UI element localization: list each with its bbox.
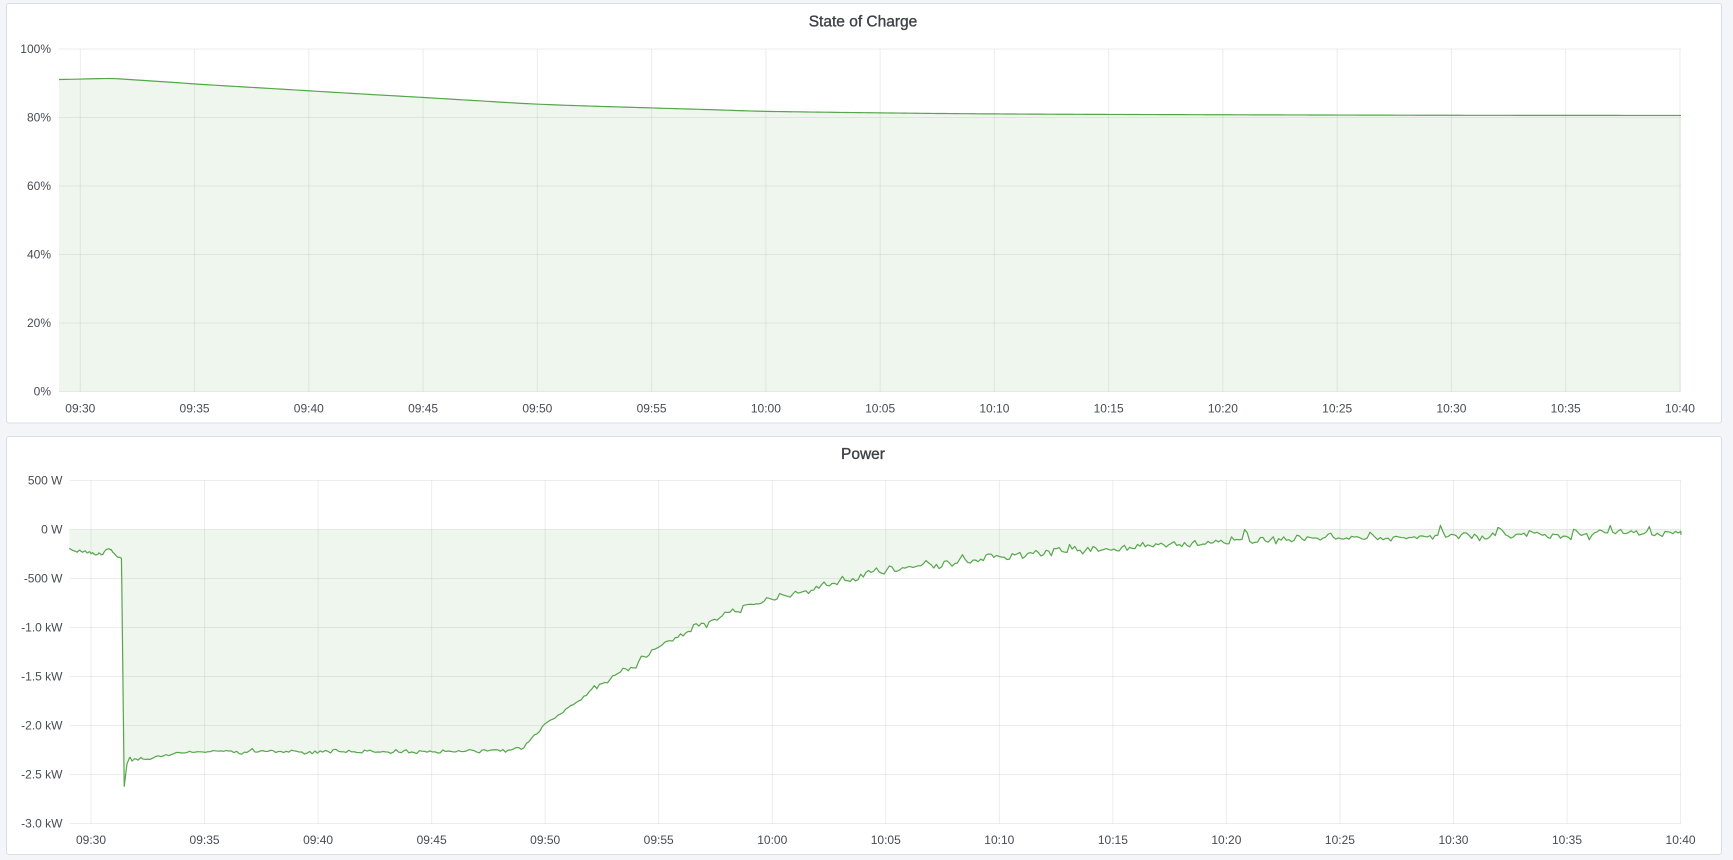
svg-text:-3.0 kW: -3.0 kW [21,817,63,831]
svg-text:10:40: 10:40 [1666,833,1696,847]
svg-text:20%: 20% [27,316,51,330]
svg-text:10:30: 10:30 [1438,833,1468,847]
svg-text:09:30: 09:30 [65,401,95,415]
svg-text:10:25: 10:25 [1322,401,1352,415]
svg-text:40%: 40% [27,248,51,262]
svg-text:09:45: 09:45 [417,833,447,847]
svg-text:10:20: 10:20 [1208,401,1238,415]
svg-text:09:50: 09:50 [530,833,560,847]
svg-text:09:35: 09:35 [180,401,210,415]
svg-text:09:35: 09:35 [190,833,220,847]
svg-text:09:55: 09:55 [644,833,674,847]
svg-text:10:30: 10:30 [1436,401,1466,415]
svg-text:State of Charge: State of Charge [809,14,918,31]
svg-text:-1.5 kW: -1.5 kW [21,670,63,684]
svg-text:500 W: 500 W [28,474,63,488]
svg-text:80%: 80% [27,111,51,125]
svg-text:-2.0 kW: -2.0 kW [21,719,63,733]
svg-text:10:25: 10:25 [1325,833,1355,847]
svg-text:Power: Power [841,446,885,463]
svg-text:10:20: 10:20 [1211,833,1241,847]
svg-text:10:40: 10:40 [1665,401,1695,415]
svg-text:10:05: 10:05 [871,833,901,847]
svg-text:60%: 60% [27,179,51,193]
svg-text:10:15: 10:15 [1094,401,1124,415]
svg-text:09:55: 09:55 [637,401,667,415]
svg-text:100%: 100% [20,42,51,56]
svg-text:09:40: 09:40 [303,833,333,847]
svg-text:10:05: 10:05 [865,401,895,415]
svg-text:10:35: 10:35 [1551,401,1581,415]
svg-text:10:10: 10:10 [979,401,1009,415]
svg-text:09:30: 09:30 [76,833,106,847]
svg-text:09:45: 09:45 [408,401,438,415]
svg-text:10:35: 10:35 [1552,833,1582,847]
svg-text:0%: 0% [34,385,52,399]
svg-text:10:00: 10:00 [757,833,787,847]
svg-text:10:15: 10:15 [1098,833,1128,847]
svg-text:-2.5 kW: -2.5 kW [21,768,63,782]
svg-text:09:50: 09:50 [522,401,552,415]
svg-text:09:40: 09:40 [294,401,324,415]
svg-text:-1.0 kW: -1.0 kW [21,621,63,635]
svg-text:10:10: 10:10 [984,833,1014,847]
svg-text:10:00: 10:00 [751,401,781,415]
svg-text:0 W: 0 W [41,523,63,537]
svg-text:-500 W: -500 W [24,572,63,586]
